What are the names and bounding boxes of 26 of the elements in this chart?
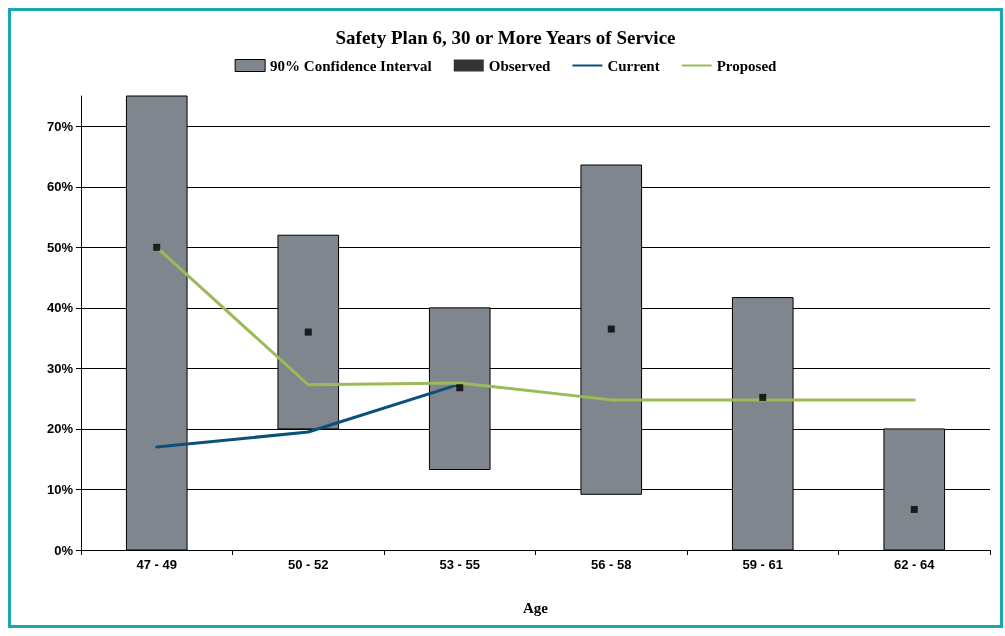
legend-label: Proposed (716, 57, 778, 74)
point (759, 393, 767, 401)
x-axis-title: Age (523, 599, 549, 616)
legend-label: Current (607, 57, 660, 74)
y-tick-label: 0% (54, 542, 74, 558)
x-tick-label: 59 - 61 (742, 557, 783, 572)
point (607, 325, 615, 333)
x-tick-label: 53 - 55 (439, 557, 480, 572)
y-tick-label: 20% (46, 421, 74, 437)
x-tick-label: 50 - 52 (288, 557, 329, 572)
x-tick-label: 56 - 58 (591, 557, 632, 572)
point (304, 328, 312, 336)
y-tick-label: 70% (46, 118, 74, 134)
point (153, 243, 161, 251)
point (456, 384, 464, 392)
y-tick-label: 10% (46, 481, 74, 497)
y-tick-label: 30% (46, 360, 74, 376)
chart-title: Safety Plan 6, 30 or More Years of Service (335, 27, 676, 48)
legend-label: Observed (488, 57, 552, 74)
y-tick-label: 50% (46, 239, 74, 255)
x-tick-label: 47 - 49 (136, 557, 177, 572)
y-tick-label: 40% (46, 300, 74, 316)
y-tick-label: 60% (46, 179, 74, 195)
point (910, 505, 918, 513)
x-tick-label: 62 - 64 (894, 557, 936, 572)
legend-label: 90% Confidence Interval (270, 57, 432, 74)
